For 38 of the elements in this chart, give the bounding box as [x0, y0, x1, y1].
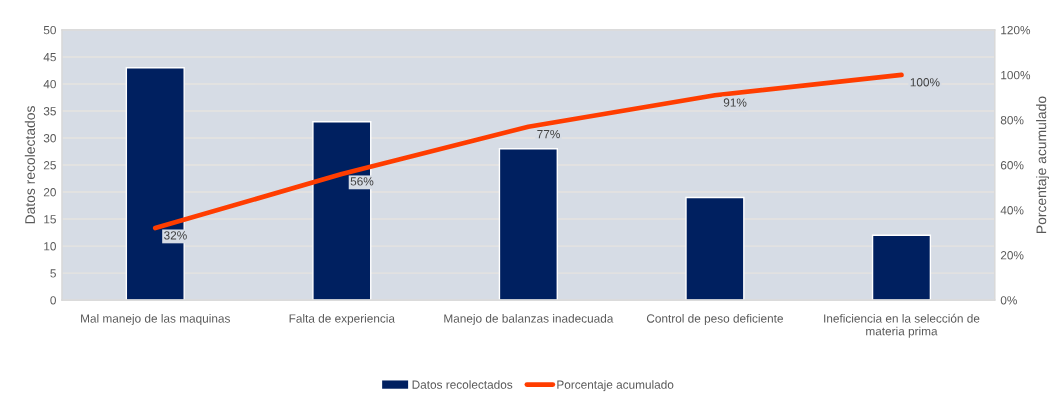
y2-tick-label: 120% — [1001, 25, 1031, 35]
y-tick-label: 35 — [43, 107, 56, 116]
y2-tick-label: 0% — [1000, 296, 1017, 305]
y-tick-label: 45 — [43, 53, 56, 62]
y-axis-title: Datos recolectados — [24, 106, 35, 224]
line-series — [152, 72, 904, 231]
data-label: 100% — [910, 78, 940, 87]
y2-tick-label: 40% — [1000, 206, 1024, 215]
bar — [685, 196, 745, 301]
y2-tick-label: 20% — [1000, 251, 1024, 260]
x-tick-label: Ineficiencia en la selección de materia prima — [824, 313, 980, 338]
bar — [312, 121, 372, 301]
bar — [871, 234, 932, 301]
x-tick-label: Control de peso deficiente — [646, 314, 783, 326]
x-tick-label: Mal manejo de las maquinas — [81, 314, 230, 326]
legend-label: Datos recolectados — [412, 380, 513, 389]
data-label: 56% — [350, 177, 374, 186]
y-tick-label: 0 — [50, 296, 56, 305]
y-tick-label: 30 — [43, 134, 56, 143]
y-tick-label: 5 — [50, 269, 56, 278]
data-label: 77% — [537, 129, 560, 139]
y-tick-label: 40 — [43, 80, 56, 89]
y-tick-label: 25 — [43, 161, 56, 170]
x-tick-label: Falta de experiencia — [289, 314, 395, 326]
y2-tick-label: 80% — [1000, 116, 1024, 125]
legend-label: Porcentaje acumulado — [557, 380, 674, 392]
y-tick-label: 10 — [44, 242, 56, 251]
y2-axis-title: Porcentaje acumulado — [1036, 96, 1049, 233]
y2-tick-label: 100% — [1001, 71, 1031, 80]
y2-tick-label: 60% — [1000, 161, 1024, 170]
data-label: 32% — [164, 231, 187, 240]
y-tick-label: 50 — [43, 25, 56, 35]
bar — [498, 148, 558, 301]
x-tick-label: Manejo de balanzas inadecuada — [444, 314, 614, 326]
data-label: 91% — [723, 98, 747, 107]
y-tick-label: 20 — [43, 188, 56, 197]
y-tick-label: 15 — [44, 215, 56, 224]
bar — [125, 67, 185, 301]
